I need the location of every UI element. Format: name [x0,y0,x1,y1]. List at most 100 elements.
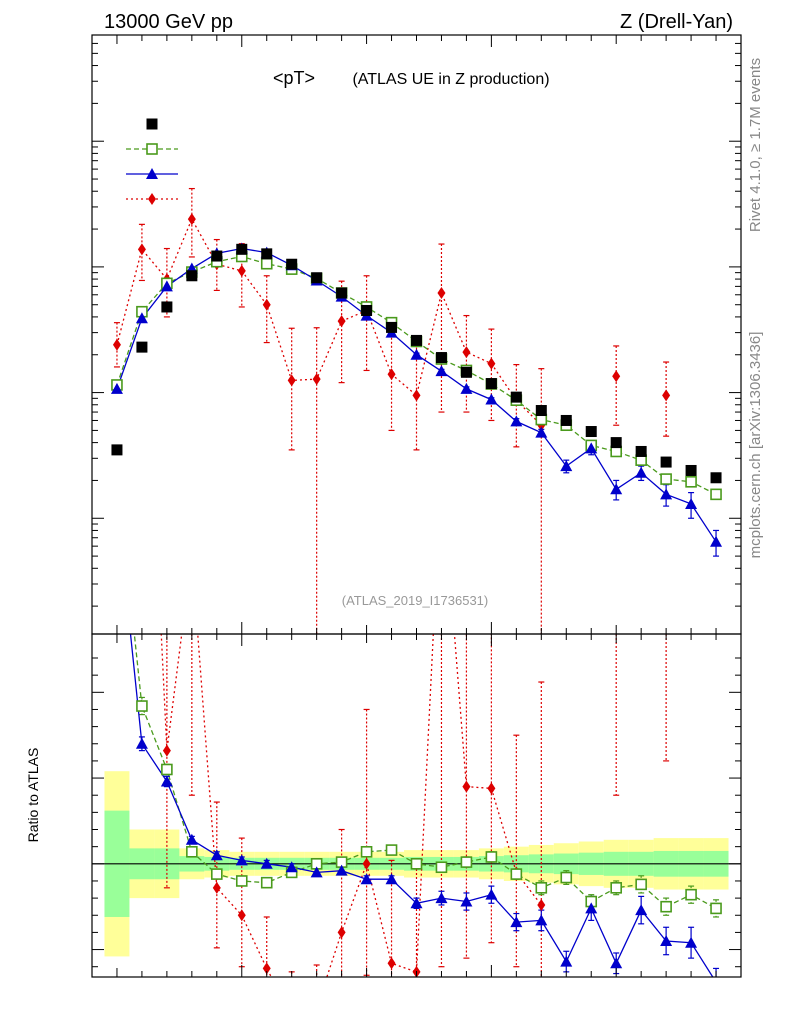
herwig-line [116,255,717,495]
herwig-ratio-point [186,846,198,858]
atlas-data-point [610,437,622,449]
atlas-data-point [535,405,547,417]
pythia-point [110,382,123,394]
herwig-ratio-point [660,900,672,913]
sherpa-ratio-line [160,634,542,977]
pythia-point [585,442,598,454]
sherpa-point [187,213,196,226]
pythia-ratio-point [111,498,123,509]
herwig-ratio-point [560,871,573,884]
pythia-point [135,312,148,324]
atlas-data-point [111,444,123,456]
atlas-data-point [585,426,597,438]
herwig-point [660,473,672,485]
sherpa-point [662,389,671,402]
pythia-ratio-point [535,914,548,926]
sherpa-ratio-point [237,909,246,922]
legend-item [126,143,178,155]
pythia-ratio-point [260,857,273,869]
atlas-data-point [161,301,173,313]
main-y-axis [92,34,741,607]
atlas-data-point [236,243,248,255]
sherpa-ratio-point [288,1009,296,1021]
sherpa-ratio-point [262,962,271,975]
pythia-ratio-point [660,934,673,946]
legend-marker [146,118,158,130]
sherpa-ratio-point [337,926,346,939]
herwig-ratio-point [435,861,448,874]
pythia-point [535,426,548,438]
ratio-panel [91,446,742,1021]
atlas-data-point [336,287,348,299]
atlas-data-point [186,270,198,282]
pythia-point [410,348,423,360]
pythia-point [610,483,623,495]
legend-item [146,118,158,130]
herwig-ratio-point [510,868,523,880]
sherpa-point [112,338,121,351]
sherpa-point [237,264,246,277]
pythia-ratio-point [585,902,598,914]
atlas-data-point [211,250,223,262]
sherpa-ratio-point [212,881,221,894]
pythia-ratio-point [610,957,623,969]
atlas-data-point [710,472,722,484]
pythia-point [635,466,648,478]
sherpa-point [287,374,296,387]
pythia-ratio-point [460,895,473,907]
atlas-data-point [560,414,572,426]
atlas-data-point [635,445,647,457]
atlas-data-point [136,341,148,353]
main-panel [91,34,742,635]
atlas-data-point [460,366,472,378]
herwig-ratio-point [460,856,473,868]
herwig-point [710,488,722,501]
sherpa-ratio-point [313,1002,321,1014]
main-frame [91,34,742,635]
herwig-ratio-point [112,464,122,474]
sherpa-ratio-point [537,898,546,911]
legend-marker [148,193,156,205]
sherpa-point [337,315,346,328]
atlas-data-point [261,248,273,260]
rivet-label: Rivet 4.1.0, ≥ 1.7M events [747,58,764,232]
pythia-ratio-point [560,955,573,967]
herwig-ratio-point [385,844,398,856]
sherpa-ratio-point [662,446,670,458]
pythia-ratio-point [135,737,148,749]
sherpa-ratio-point [487,782,496,795]
pythia-point [685,497,698,509]
herwig-ratio-point [610,882,622,894]
sherpa-ratio-point [162,744,171,757]
pythia-ratio-point [485,888,498,900]
sherpa-point [437,286,446,299]
herwig-ratio-point [635,878,647,891]
pythia-ratio-point [715,976,717,977]
atlas-data-point [660,456,672,468]
pythia-point [510,415,523,427]
legend-marker [146,143,158,155]
sherpa-point [612,370,621,383]
herwig-point [535,413,548,426]
legend-marker [146,168,158,179]
pythia-point [435,365,448,377]
sherpa-point [312,373,321,386]
atlas-data-point [435,352,447,364]
sherpa-point [412,389,421,402]
atlas-data-point [685,464,697,476]
pythia-ratio-point [310,866,323,878]
pythia-ratio-point [160,775,173,787]
pythia-ratio-point [410,897,423,909]
mcplots-label: mcplots.cern.ch [arXiv:1306.3436] [747,332,764,559]
sherpa-point [262,298,271,311]
sherpa-ratio-point [362,857,371,870]
pythia-ratio-point [635,904,648,916]
herwig-point [685,476,697,488]
herwig-ratio-point [211,868,223,880]
herwig-ratio-point [685,888,697,901]
pythia-point [460,382,473,394]
pythia-ratio-point [510,916,523,928]
chart-title: <pT> [273,68,315,88]
sherpa-ratio-point [437,463,445,475]
